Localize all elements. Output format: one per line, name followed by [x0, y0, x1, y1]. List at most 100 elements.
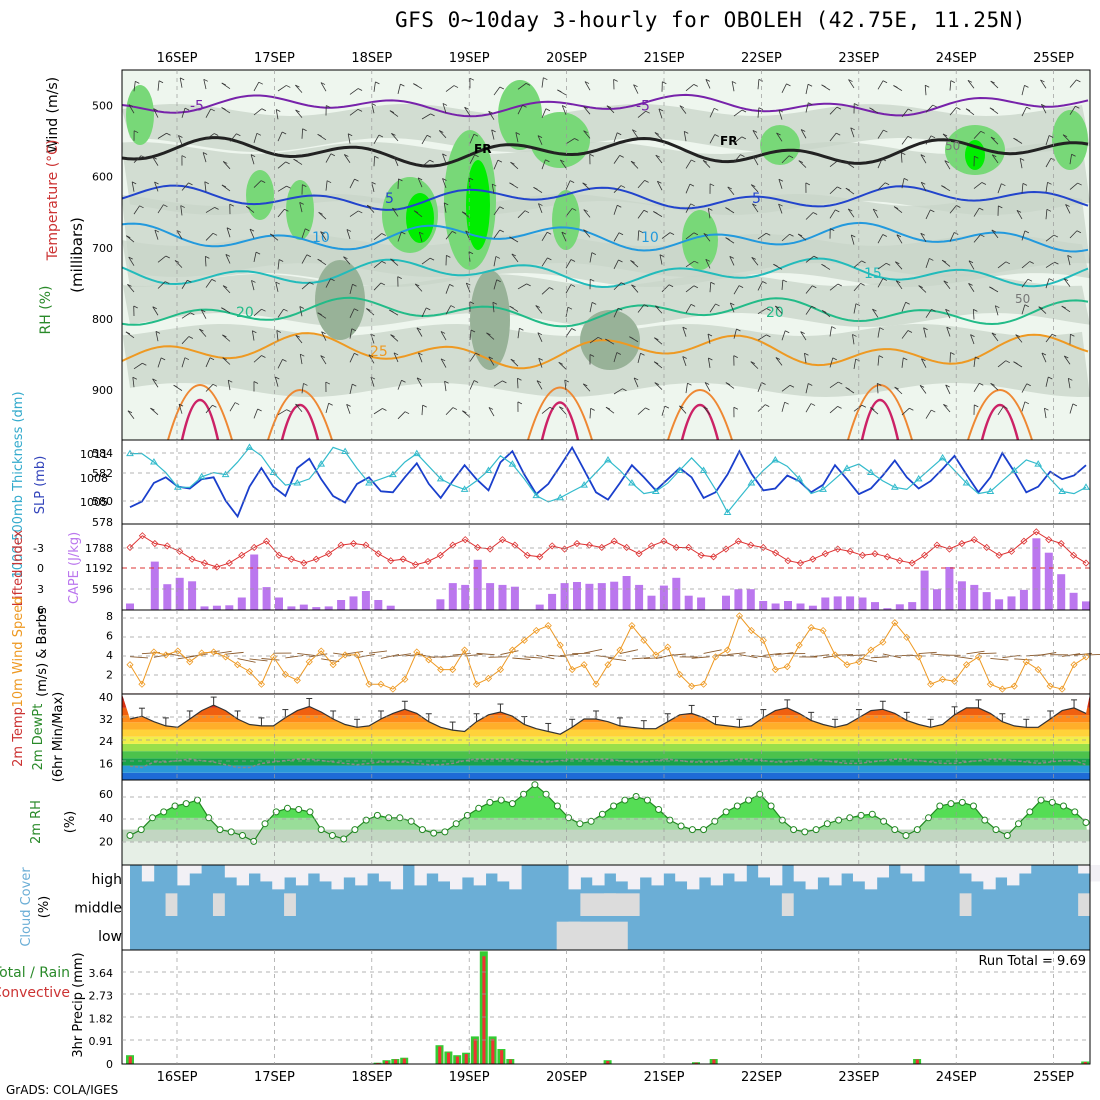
- thickness-tick: 582: [92, 467, 113, 480]
- wind-barb: [276, 330, 279, 341]
- wind-barb: [320, 355, 327, 365]
- isotherm-line: [121, 257, 1089, 289]
- slp-tick-shown: 1011: [80, 448, 108, 461]
- wind-speed-point: [927, 680, 935, 688]
- wind-barb-flag: [1075, 105, 1080, 109]
- lifted-index-point: [536, 553, 544, 561]
- wind-barb: [661, 284, 670, 293]
- wind-barb-flag: [284, 208, 289, 212]
- wind-barb-flag: [837, 406, 842, 409]
- wind-barb: [613, 282, 622, 291]
- wind-barb-flag: [517, 401, 523, 405]
- wind-speed-point: [126, 661, 134, 669]
- thickness-point: [651, 487, 660, 494]
- wind-barb-flag: [848, 208, 853, 212]
- date-label-top: 23SEP: [838, 51, 879, 66]
- wind-barb: [368, 354, 375, 364]
- wind-barb-flag: [228, 379, 233, 383]
- wind-barb: [632, 129, 639, 139]
- wind-barb-flag: [261, 355, 266, 358]
- wind-speed-point: [735, 612, 744, 620]
- cloud-gap-high: [141, 865, 155, 882]
- wind-barb-flag: [574, 138, 579, 141]
- wind-barb-flag: [184, 107, 190, 111]
- wind-barb: [301, 254, 308, 264]
- wind-barb: [925, 209, 931, 220]
- wind-barb: [829, 132, 837, 142]
- wind-barb: [226, 227, 231, 238]
- wind-barb-flag: [1013, 137, 1018, 141]
- wind-barb-flag: [202, 152, 208, 155]
- wind-barb: [565, 208, 573, 217]
- wind-barb: [152, 156, 159, 166]
- wind-barb-flag: [537, 332, 543, 336]
- cloud-gap-high: [568, 865, 581, 890]
- wind-barb-flag: [326, 180, 332, 184]
- wind-barb: [798, 160, 807, 168]
- wind-barb: [1038, 306, 1047, 314]
- wind-speed-point: [903, 633, 911, 641]
- wind-barb: [301, 228, 306, 239]
- wind-barb-flag: [920, 154, 926, 157]
- barb: [488, 656, 507, 658]
- wind-barb: [178, 135, 183, 145]
- barb: [584, 648, 603, 654]
- precip-tick: 0.91: [89, 1035, 114, 1048]
- wind-barb-flag: [509, 182, 514, 186]
- precip-conv-bar: [491, 1038, 495, 1064]
- wind-barb-flag: [923, 327, 928, 331]
- wind-barb-flag: [142, 362, 147, 366]
- wind-barb-flag: [941, 259, 947, 263]
- rh-point: [137, 826, 145, 834]
- wind-barb: [320, 82, 327, 92]
- wind-speed-point: [484, 674, 493, 682]
- wind-barb: [943, 404, 951, 413]
- rh-point: [205, 814, 213, 822]
- wind-barb-flag: [883, 129, 888, 133]
- wind-barb-flag: [929, 258, 934, 261]
- wind-barb: [541, 287, 550, 295]
- wind-tick: 8: [106, 610, 113, 623]
- precip-conv-bar: [606, 1061, 610, 1064]
- cape-bar: [1082, 601, 1090, 610]
- lifted-index-point: [685, 543, 693, 552]
- wind-barb: [203, 79, 207, 90]
- thickness-point: [914, 474, 923, 482]
- wind-barb-flag: [968, 283, 973, 286]
- wind-barb-flag: [510, 358, 516, 362]
- wind-barb: [679, 105, 687, 114]
- wind-barb-flag: [442, 103, 448, 106]
- cape-bar: [684, 595, 693, 610]
- wind-barb: [752, 130, 759, 140]
- cloud-gap-middle: [959, 893, 972, 916]
- wind-barb-flag: [583, 383, 588, 387]
- wind-barb: [901, 407, 910, 416]
- label-temperature: Temperature (°C): [45, 140, 61, 262]
- thickness-point: [150, 458, 158, 465]
- wind-barb: [924, 85, 927, 96]
- wind-barb-flag: [187, 279, 192, 283]
- rh-point: [576, 820, 584, 828]
- cloud-gap-high: [604, 865, 617, 874]
- cape-bar: [560, 583, 569, 610]
- wind-barb-flag: [234, 402, 240, 405]
- rh-point: [126, 832, 134, 839]
- pressure-tick: 900: [92, 384, 113, 397]
- lifted-index-point: [660, 537, 668, 545]
- wind-barb-flag: [535, 305, 540, 308]
- wind-barb: [1021, 383, 1028, 393]
- wind-speed-point: [771, 666, 779, 674]
- barb: [1062, 653, 1081, 657]
- wind-barb: [613, 185, 622, 193]
- wind-barb-flag: [509, 236, 514, 240]
- wind-barb-flag: [725, 237, 730, 241]
- wind-barb: [205, 233, 214, 241]
- wind-barb-flag: [468, 251, 474, 255]
- wind-barb-flag: [260, 180, 266, 183]
- wind-barb-flag: [821, 84, 826, 88]
- cloud-gap-high: [319, 865, 332, 882]
- wind-barb-flag: [470, 329, 476, 333]
- wind-barb-flag: [211, 279, 216, 282]
- wind-barb-flag: [469, 301, 475, 305]
